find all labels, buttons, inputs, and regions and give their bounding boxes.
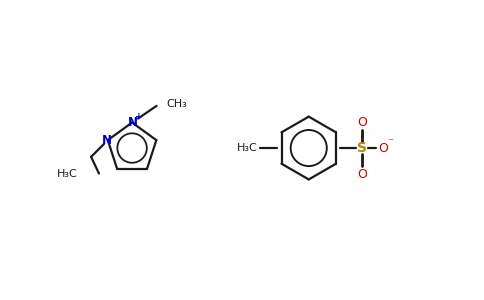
Text: CH₃: CH₃ xyxy=(166,99,187,109)
Text: ⁻: ⁻ xyxy=(387,137,393,147)
Text: N: N xyxy=(102,134,112,147)
Text: H₃C: H₃C xyxy=(57,169,77,178)
Text: +: + xyxy=(135,112,143,121)
Text: N: N xyxy=(128,116,137,128)
Text: O: O xyxy=(378,142,388,154)
Text: O: O xyxy=(357,116,367,128)
Text: O: O xyxy=(357,167,367,181)
Text: S: S xyxy=(357,141,367,155)
Text: H₃C: H₃C xyxy=(237,143,257,153)
